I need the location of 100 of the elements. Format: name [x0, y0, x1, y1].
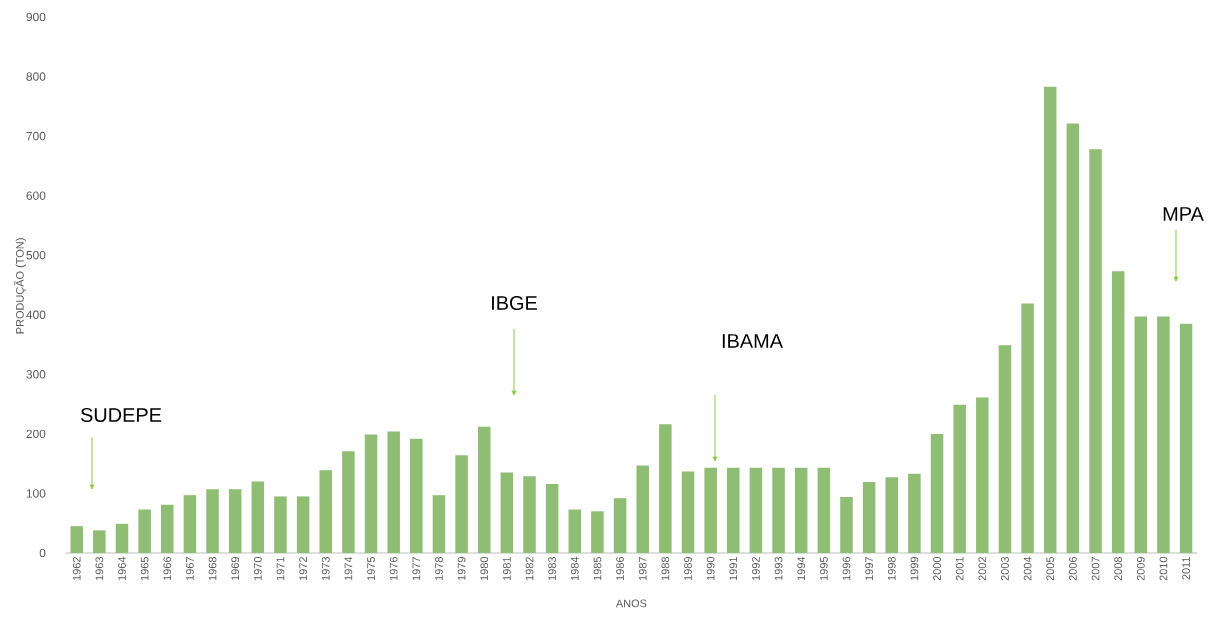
- bar: [274, 496, 287, 553]
- bar: [998, 345, 1012, 553]
- y-tick-label: 300: [26, 370, 46, 379]
- bar: [93, 530, 106, 553]
- x-tick-label: 1974: [344, 556, 353, 581]
- bar: [681, 471, 695, 553]
- bar: [1179, 323, 1193, 553]
- x-tick-label: 1998: [887, 557, 896, 581]
- x-tick-label: 1964: [118, 556, 126, 581]
- bar: [161, 504, 174, 553]
- y-tick-label: 900: [26, 12, 46, 22]
- x-tick-label: 1978: [435, 557, 443, 581]
- x-tick-label: 1973: [321, 557, 330, 581]
- x-tick-label: 2007: [1091, 557, 1100, 581]
- bar: [704, 467, 717, 553]
- x-tick-label: 1983: [548, 557, 557, 581]
- bar: [545, 483, 559, 553]
- bar: [568, 509, 582, 553]
- bar: [613, 498, 627, 553]
- bar: [342, 451, 355, 553]
- y-tick-label: 200: [26, 429, 46, 439]
- bar: [455, 455, 468, 553]
- x-tick-label: 2009: [1136, 557, 1145, 581]
- bar: [1157, 316, 1170, 553]
- bar: [138, 509, 151, 553]
- x-tick-label: 1976: [389, 557, 398, 581]
- x-tick-label: 2006: [1069, 557, 1077, 581]
- x-tick-label: 2010: [1159, 556, 1168, 581]
- bar: [1043, 86, 1057, 553]
- bar: [659, 424, 672, 553]
- bar: [817, 467, 831, 553]
- bar: [749, 467, 763, 553]
- x-tick-label: 1987: [638, 557, 647, 581]
- x-tick-label: 1968: [208, 557, 217, 581]
- bar: [432, 495, 446, 553]
- bar: [183, 495, 197, 553]
- x-tick-label: 1977: [412, 557, 421, 581]
- x-tick-label: 1979: [457, 557, 466, 581]
- bar: [885, 477, 898, 553]
- x-tick-label: 1991: [729, 557, 738, 581]
- y-tick-label: 600: [26, 191, 46, 200]
- x-tick-label: 1986: [616, 557, 624, 581]
- bar: [591, 511, 604, 553]
- bar: [477, 426, 491, 553]
- x-tick-label: 1967: [186, 557, 194, 581]
- bar: [228, 489, 242, 553]
- x-tick-label: 1993: [774, 557, 783, 581]
- x-tick-label: 2011: [1182, 557, 1190, 580]
- x-tick-label: 1990: [706, 556, 715, 581]
- bar: [115, 523, 129, 553]
- x-tick-label: 1995: [819, 556, 828, 581]
- x-tick-label: 2005: [1046, 556, 1055, 581]
- y-tick-label: 400: [26, 310, 46, 319]
- x-tick-label: 2003: [1001, 557, 1009, 581]
- bar: [840, 497, 853, 553]
- x-tick-label: 1970: [253, 556, 262, 581]
- y-tick-label: 0: [39, 548, 46, 558]
- annotation: IBAMA: [722, 334, 783, 348]
- bar: [772, 467, 785, 553]
- x-tick-label: 1984: [570, 556, 579, 581]
- x-tick-label: 1999: [910, 557, 919, 581]
- bar: [1021, 303, 1034, 553]
- bar: [908, 473, 921, 553]
- x-tick-label: 1992: [752, 557, 760, 581]
- bar: [364, 434, 378, 553]
- x-tick-label: 1994: [797, 556, 806, 581]
- x-tick-label: 1989: [684, 557, 692, 581]
- bar: [727, 467, 740, 553]
- annotation: MPA: [1163, 207, 1204, 221]
- bar: [296, 496, 310, 553]
- bar: [1111, 271, 1125, 553]
- x-tick-label: 1966: [163, 557, 172, 581]
- bar: [387, 431, 400, 553]
- x-tick-label: 2008: [1114, 557, 1123, 581]
- x-axis-title: ANOS: [615, 599, 647, 608]
- bar: [251, 481, 265, 553]
- x-tick-label: 2004: [1023, 556, 1032, 581]
- annotation: IBGE: [492, 295, 537, 311]
- x-tick-label: 2000: [933, 556, 941, 581]
- x-tick-label: 2001: [955, 557, 964, 581]
- bar: [523, 476, 536, 553]
- bar: [70, 526, 83, 553]
- bar: [206, 489, 219, 553]
- bar: [976, 397, 989, 553]
- annotation: SUDEPE: [80, 407, 162, 423]
- x-tick-label: 1985: [593, 556, 602, 581]
- y-tick-label: 100: [26, 489, 46, 498]
- bar: [1089, 149, 1102, 553]
- y-tick-label: 500: [26, 250, 46, 260]
- x-tick-label: 1971: [276, 557, 285, 581]
- x-tick-label: 1981: [503, 557, 511, 581]
- bar: [410, 438, 423, 553]
- bar: [1134, 316, 1148, 553]
- bar: [1066, 123, 1080, 553]
- y-axis-title: PRODUÇÃO (TON): [14, 238, 26, 334]
- x-tick-label: 1969: [231, 557, 240, 581]
- bar: [319, 470, 332, 553]
- x-tick-label: 1963: [95, 557, 104, 581]
- bar: [930, 433, 944, 553]
- y-tick-label: 800: [26, 72, 46, 81]
